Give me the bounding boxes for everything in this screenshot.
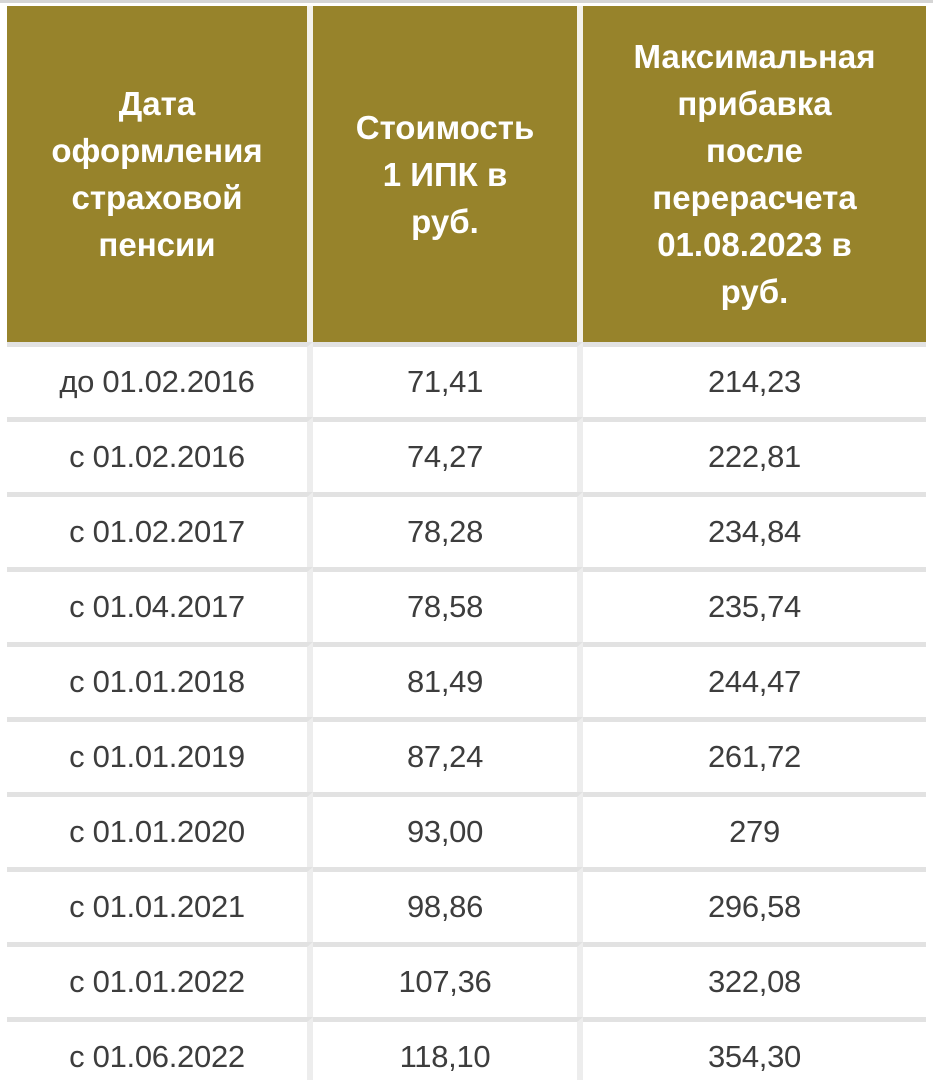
- cell-date: с 01.04.2017: [7, 567, 313, 642]
- cell-date: с 01.01.2020: [7, 792, 313, 867]
- cell-cost: 78,58: [313, 567, 583, 642]
- cell-increase: 222,81: [583, 417, 926, 492]
- cell-increase: 354,30: [583, 1017, 926, 1080]
- cell-date: с 01.01.2022: [7, 942, 313, 1017]
- pension-recalculation-table: Дата оформления страховой пенсии Стоимос…: [7, 6, 926, 1080]
- cell-increase: 322,08: [583, 942, 926, 1017]
- cell-increase: 235,74: [583, 567, 926, 642]
- cell-date: с 01.01.2018: [7, 642, 313, 717]
- top-border-strip: [0, 0, 933, 3]
- cell-date: с 01.01.2021: [7, 867, 313, 942]
- cell-cost: 107,36: [313, 942, 583, 1017]
- cell-cost: 93,00: [313, 792, 583, 867]
- col-header-max-increase: Максимальная прибавка после перерасчета …: [583, 6, 926, 342]
- cell-increase: 214,23: [583, 342, 926, 417]
- cell-increase: 279: [583, 792, 926, 867]
- cell-date: с 01.01.2019: [7, 717, 313, 792]
- cell-cost: 118,10: [313, 1017, 583, 1080]
- cell-cost: 74,27: [313, 417, 583, 492]
- cell-increase: 234,84: [583, 492, 926, 567]
- cell-increase: 261,72: [583, 717, 926, 792]
- cell-date: с 01.06.2022: [7, 1017, 313, 1080]
- col-header-ipk-cost: Стоимость 1 ИПК в руб.: [313, 6, 583, 342]
- cell-cost: 81,49: [313, 642, 583, 717]
- col-header-pension-date: Дата оформления страховой пенсии: [7, 6, 313, 342]
- cell-date: с 01.02.2016: [7, 417, 313, 492]
- cell-date: до 01.02.2016: [7, 342, 313, 417]
- cell-cost: 78,28: [313, 492, 583, 567]
- cell-cost: 87,24: [313, 717, 583, 792]
- cell-cost: 71,41: [313, 342, 583, 417]
- cell-cost: 98,86: [313, 867, 583, 942]
- cell-increase: 296,58: [583, 867, 926, 942]
- cell-date: с 01.02.2017: [7, 492, 313, 567]
- cell-increase: 244,47: [583, 642, 926, 717]
